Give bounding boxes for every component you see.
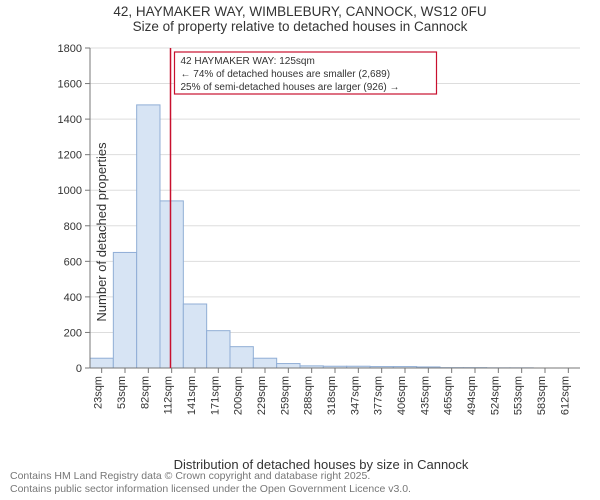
svg-text:524sqm: 524sqm <box>489 376 501 415</box>
svg-text:600: 600 <box>64 256 82 268</box>
svg-text:229sqm: 229sqm <box>256 376 268 415</box>
svg-text:377sqm: 377sqm <box>373 376 385 415</box>
svg-text:800: 800 <box>64 221 82 233</box>
svg-text:112sqm: 112sqm <box>163 376 175 414</box>
chart-area: Number of detached properties 0 200 400 600… <box>56 42 586 422</box>
svg-text:← 74% of detached houses are s: ← 74% of detached houses are smaller (2,… <box>181 69 391 80</box>
svg-text:1000: 1000 <box>58 185 82 197</box>
svg-text:0: 0 <box>76 363 82 375</box>
svg-text:200sqm: 200sqm <box>233 376 245 415</box>
svg-text:1800: 1800 <box>58 43 82 55</box>
title-block: 42, HAYMAKER WAY, WIMBLEBURY, CANNOCK, W… <box>0 0 600 34</box>
footer-line-2: Contains public sector information licen… <box>10 483 411 496</box>
svg-text:400: 400 <box>64 292 82 304</box>
page: 42, HAYMAKER WAY, WIMBLEBURY, CANNOCK, W… <box>0 0 600 500</box>
svg-text:42 HAYMAKER WAY: 125sqm: 42 HAYMAKER WAY: 125sqm <box>181 56 315 67</box>
svg-text:1400: 1400 <box>58 114 82 126</box>
svg-text:1600: 1600 <box>58 79 82 91</box>
footer: Contains HM Land Registry data © Crown c… <box>10 470 411 496</box>
svg-text:25% of semi-detached houses ar: 25% of semi-detached houses are larger (… <box>181 82 400 93</box>
svg-text:612sqm: 612sqm <box>559 376 571 415</box>
svg-text:583sqm: 583sqm <box>536 376 548 415</box>
title-line-2: Size of property relative to detached ho… <box>0 19 600 34</box>
svg-text:465sqm: 465sqm <box>443 376 455 415</box>
svg-text:200: 200 <box>64 327 82 339</box>
title-line-1: 42, HAYMAKER WAY, WIMBLEBURY, CANNOCK, W… <box>0 4 600 19</box>
svg-text:1200: 1200 <box>58 150 82 162</box>
svg-text:53sqm: 53sqm <box>116 376 128 409</box>
svg-text:318sqm: 318sqm <box>326 376 338 415</box>
svg-text:288sqm: 288sqm <box>303 376 315 415</box>
svg-text:406sqm: 406sqm <box>396 376 408 415</box>
footer-line-1: Contains HM Land Registry data © Crown c… <box>10 470 411 483</box>
svg-text:494sqm: 494sqm <box>466 376 478 415</box>
svg-text:435sqm: 435sqm <box>419 376 431 415</box>
svg-text:347sqm: 347sqm <box>349 376 361 415</box>
svg-text:553sqm: 553sqm <box>513 376 525 415</box>
svg-text:259sqm: 259sqm <box>279 376 291 415</box>
svg-text:23sqm: 23sqm <box>93 376 105 409</box>
svg-text:171sqm: 171sqm <box>209 376 221 415</box>
y-axis-title: Number of detached properties <box>94 142 109 321</box>
svg-text:141sqm: 141sqm <box>186 376 198 415</box>
histogram-chart: 0 200 400 600 800 1000 1200 1400 1600 1800 23sqm 53… <box>56 42 586 422</box>
svg-text:82sqm: 82sqm <box>139 376 151 409</box>
